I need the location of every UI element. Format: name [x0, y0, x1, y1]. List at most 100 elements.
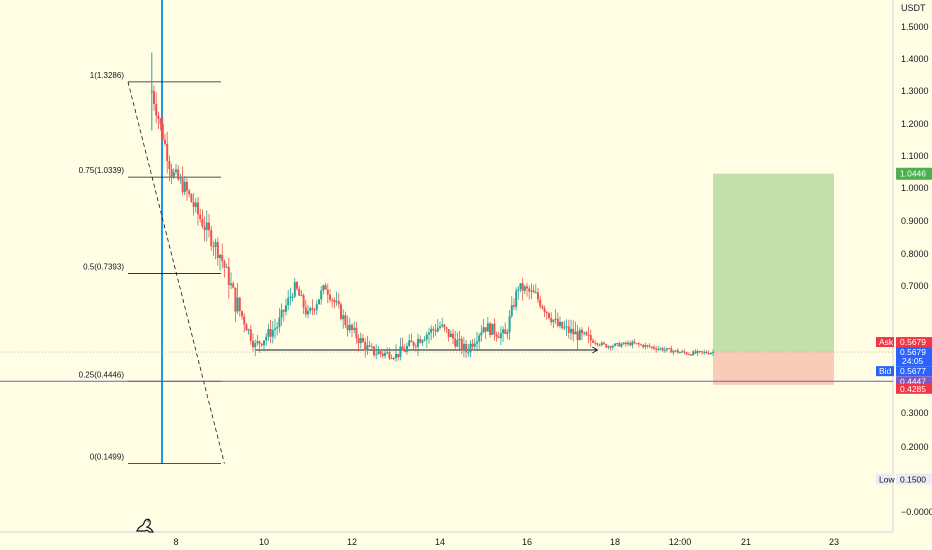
candle-body	[186, 181, 188, 191]
candle-body	[559, 321, 561, 326]
tradingview-logo-icon[interactable]	[136, 518, 154, 533]
fib-level-label: 0.25(0.4446)	[79, 370, 125, 379]
candle-body	[417, 338, 419, 347]
candle-body	[637, 343, 640, 345]
candle-body	[709, 352, 712, 354]
candle-body	[614, 343, 616, 346]
price-axis[interactable]	[893, 0, 932, 550]
candle-body	[285, 305, 287, 312]
candle-body	[357, 338, 360, 344]
candle-body	[436, 327, 439, 332]
candle-body	[666, 348, 668, 350]
candle-body	[497, 336, 500, 339]
candle-body	[153, 91, 155, 105]
candle-body	[302, 295, 305, 308]
time-tick-label: 12	[347, 537, 357, 547]
candle-body	[324, 285, 327, 290]
fib-trend-line	[127, 81, 225, 464]
candle-body	[480, 332, 483, 336]
time-tick-label: 18	[610, 537, 620, 547]
candle-body	[263, 340, 265, 346]
candle-body	[434, 330, 437, 332]
candle-body	[168, 161, 171, 170]
candle-body	[640, 344, 642, 346]
candle-body	[439, 326, 441, 328]
candle-body	[567, 326, 570, 333]
badge-timer-text: 24:05	[902, 356, 924, 366]
candle-body	[287, 297, 290, 306]
candle-body	[674, 350, 677, 352]
candle-body	[616, 343, 619, 345]
time-tick-label: 8	[173, 537, 178, 547]
long-position-tool[interactable]	[713, 173, 834, 385]
candle-body	[683, 351, 686, 353]
candle-body	[205, 222, 208, 231]
candle-body	[408, 340, 411, 347]
candle-body	[335, 301, 338, 303]
drawings: 1(1.3286) 0.75(1.0339) 0.5(0.7393) 0.25(0.4…	[0, 0, 893, 464]
candle-body	[456, 340, 459, 347]
candle-body	[449, 333, 452, 338]
price-tick-label: 1.2000	[901, 119, 929, 129]
candle-body	[166, 143, 169, 162]
candle-body	[355, 327, 358, 339]
candle-body	[554, 318, 557, 320]
candle-body	[212, 246, 215, 248]
candle-body	[243, 316, 246, 325]
candle-body	[574, 331, 577, 335]
candle-body	[401, 346, 404, 351]
candle-body	[603, 342, 605, 345]
candle-body	[504, 329, 507, 334]
price-tick-label: 1.5000	[901, 22, 929, 32]
candle-body	[359, 337, 362, 344]
candle-body	[607, 346, 610, 348]
candle-body	[313, 309, 316, 311]
price-tick-label: 0.9000	[901, 216, 929, 226]
candle-body	[471, 343, 474, 347]
candle-body	[388, 352, 391, 359]
candle-body	[183, 181, 186, 193]
candle-body	[644, 345, 647, 348]
candle-body	[214, 242, 217, 247]
candle-body	[234, 287, 237, 312]
candle-body	[563, 327, 566, 329]
candle-body	[701, 351, 703, 353]
candle-body	[256, 341, 259, 344]
candle-body	[517, 289, 520, 291]
candle-body	[333, 299, 336, 303]
candle-body	[493, 323, 496, 335]
candle-body	[521, 283, 524, 291]
candle-body	[583, 332, 586, 334]
candle-body	[291, 296, 294, 298]
candle-body	[366, 345, 369, 351]
candle-body	[326, 289, 329, 295]
candle-body	[698, 351, 701, 353]
candlestick-series	[150, 52, 714, 362]
candle-body	[384, 353, 386, 356]
candle-body	[322, 285, 325, 291]
candle-body	[561, 321, 564, 329]
candle-body	[506, 332, 509, 334]
candle-body	[225, 266, 228, 268]
candle-body	[454, 338, 457, 347]
time-tick-label: 23	[829, 537, 839, 547]
candle-body	[679, 352, 681, 354]
candle-body	[192, 202, 195, 208]
low-label: Low	[879, 475, 895, 485]
candle-body	[269, 328, 272, 337]
candle-body	[565, 326, 568, 328]
candle-body	[344, 315, 347, 325]
badge-line-text: 0.4447	[900, 376, 926, 386]
badge-stop	[896, 383, 932, 394]
candle-body	[170, 169, 173, 177]
price-tick-label: 0.2000	[901, 442, 929, 452]
candle-body	[491, 323, 494, 336]
candle-body	[414, 345, 417, 347]
candle-body	[337, 301, 340, 305]
candle-body	[386, 352, 389, 354]
candle-body	[179, 178, 182, 180]
candle-body	[627, 342, 629, 345]
price-tick-label: 1.1000	[901, 151, 929, 161]
candle-body	[271, 330, 274, 337]
